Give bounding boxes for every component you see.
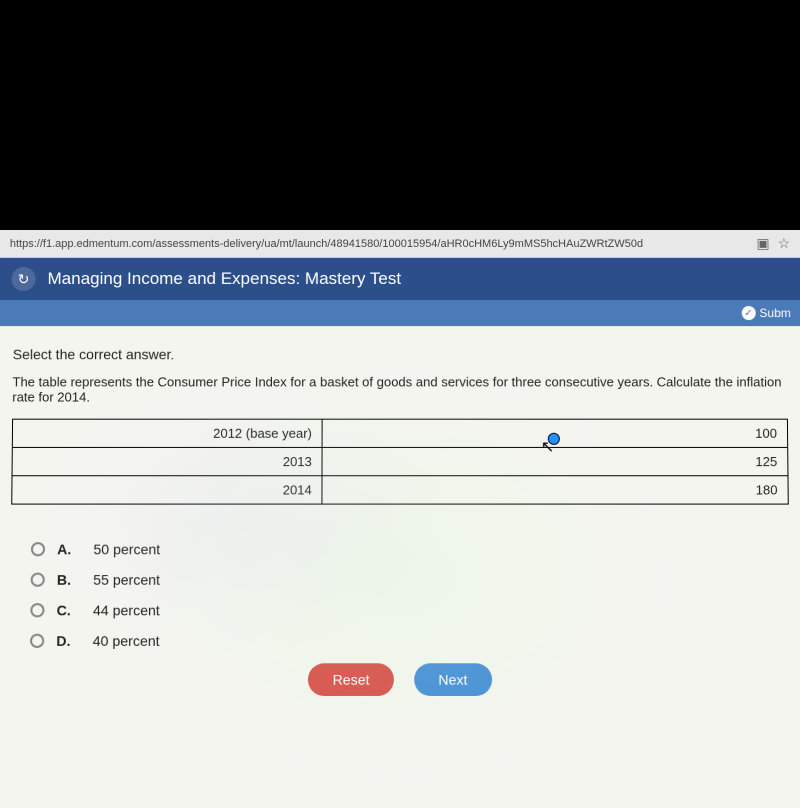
answer-options: A. 50 percent B. 55 percent C. 44 percen… <box>30 541 790 649</box>
option-text: 40 percent <box>93 633 160 649</box>
bookmark-icon[interactable]: ▣ <box>756 235 769 252</box>
option-a[interactable]: A. 50 percent <box>31 541 789 557</box>
cpi-table: 2012 (base year) 100 2013 125 2014 180 <box>11 419 789 505</box>
title-bar: ↻ Managing Income and Expenses: Mastery … <box>0 258 800 300</box>
option-d[interactable]: D. 40 percent <box>30 633 790 649</box>
star-icon[interactable]: ☆ <box>777 235 790 252</box>
option-text: 44 percent <box>93 602 160 618</box>
option-b[interactable]: B. 55 percent <box>31 572 790 588</box>
reset-button[interactable]: Reset <box>308 663 394 696</box>
submit-row: ✓ Subm <box>0 300 800 326</box>
option-letter: D. <box>56 633 74 649</box>
option-letter: C. <box>57 602 75 618</box>
arrow-left-icon: ↻ <box>18 270 30 287</box>
next-button[interactable]: Next <box>414 663 492 696</box>
radio-icon[interactable] <box>31 542 45 556</box>
radio-icon[interactable] <box>30 634 44 648</box>
value-cell: 180 <box>322 476 788 504</box>
question-content: Select the correct answer. The table rep… <box>0 326 800 706</box>
table-row: 2014 180 <box>12 476 789 504</box>
option-text: 55 percent <box>93 572 160 588</box>
year-cell: 2014 <box>12 476 323 504</box>
instruction-text: Select the correct answer. <box>13 346 788 362</box>
year-cell: 2012 (base year) <box>12 419 322 447</box>
submit-label[interactable]: Subm <box>759 306 791 320</box>
cursor-icon: ↖ <box>541 437 555 457</box>
url-text: https://f1.app.edmentum.com/assessments-… <box>10 237 749 249</box>
option-text: 50 percent <box>93 541 160 557</box>
option-letter: B. <box>57 572 75 588</box>
button-row: Reset Next <box>9 663 790 696</box>
table-row: 2012 (base year) 100 <box>12 419 787 447</box>
table-row: 2013 125 <box>12 447 788 475</box>
value-cell: 125 <box>322 447 788 475</box>
url-bar: https://f1.app.edmentum.com/assessments-… <box>0 230 800 258</box>
page-title: Managing Income and Expenses: Mastery Te… <box>47 269 788 289</box>
check-icon: ✓ <box>741 306 755 320</box>
year-cell: 2013 <box>12 447 322 475</box>
back-button[interactable]: ↻ <box>11 267 35 291</box>
option-letter: A. <box>57 541 75 557</box>
radio-icon[interactable] <box>30 603 44 617</box>
option-c[interactable]: C. 44 percent <box>30 602 790 618</box>
radio-icon[interactable] <box>31 573 45 587</box>
question-text: The table represents the Consumer Price … <box>12 374 788 404</box>
